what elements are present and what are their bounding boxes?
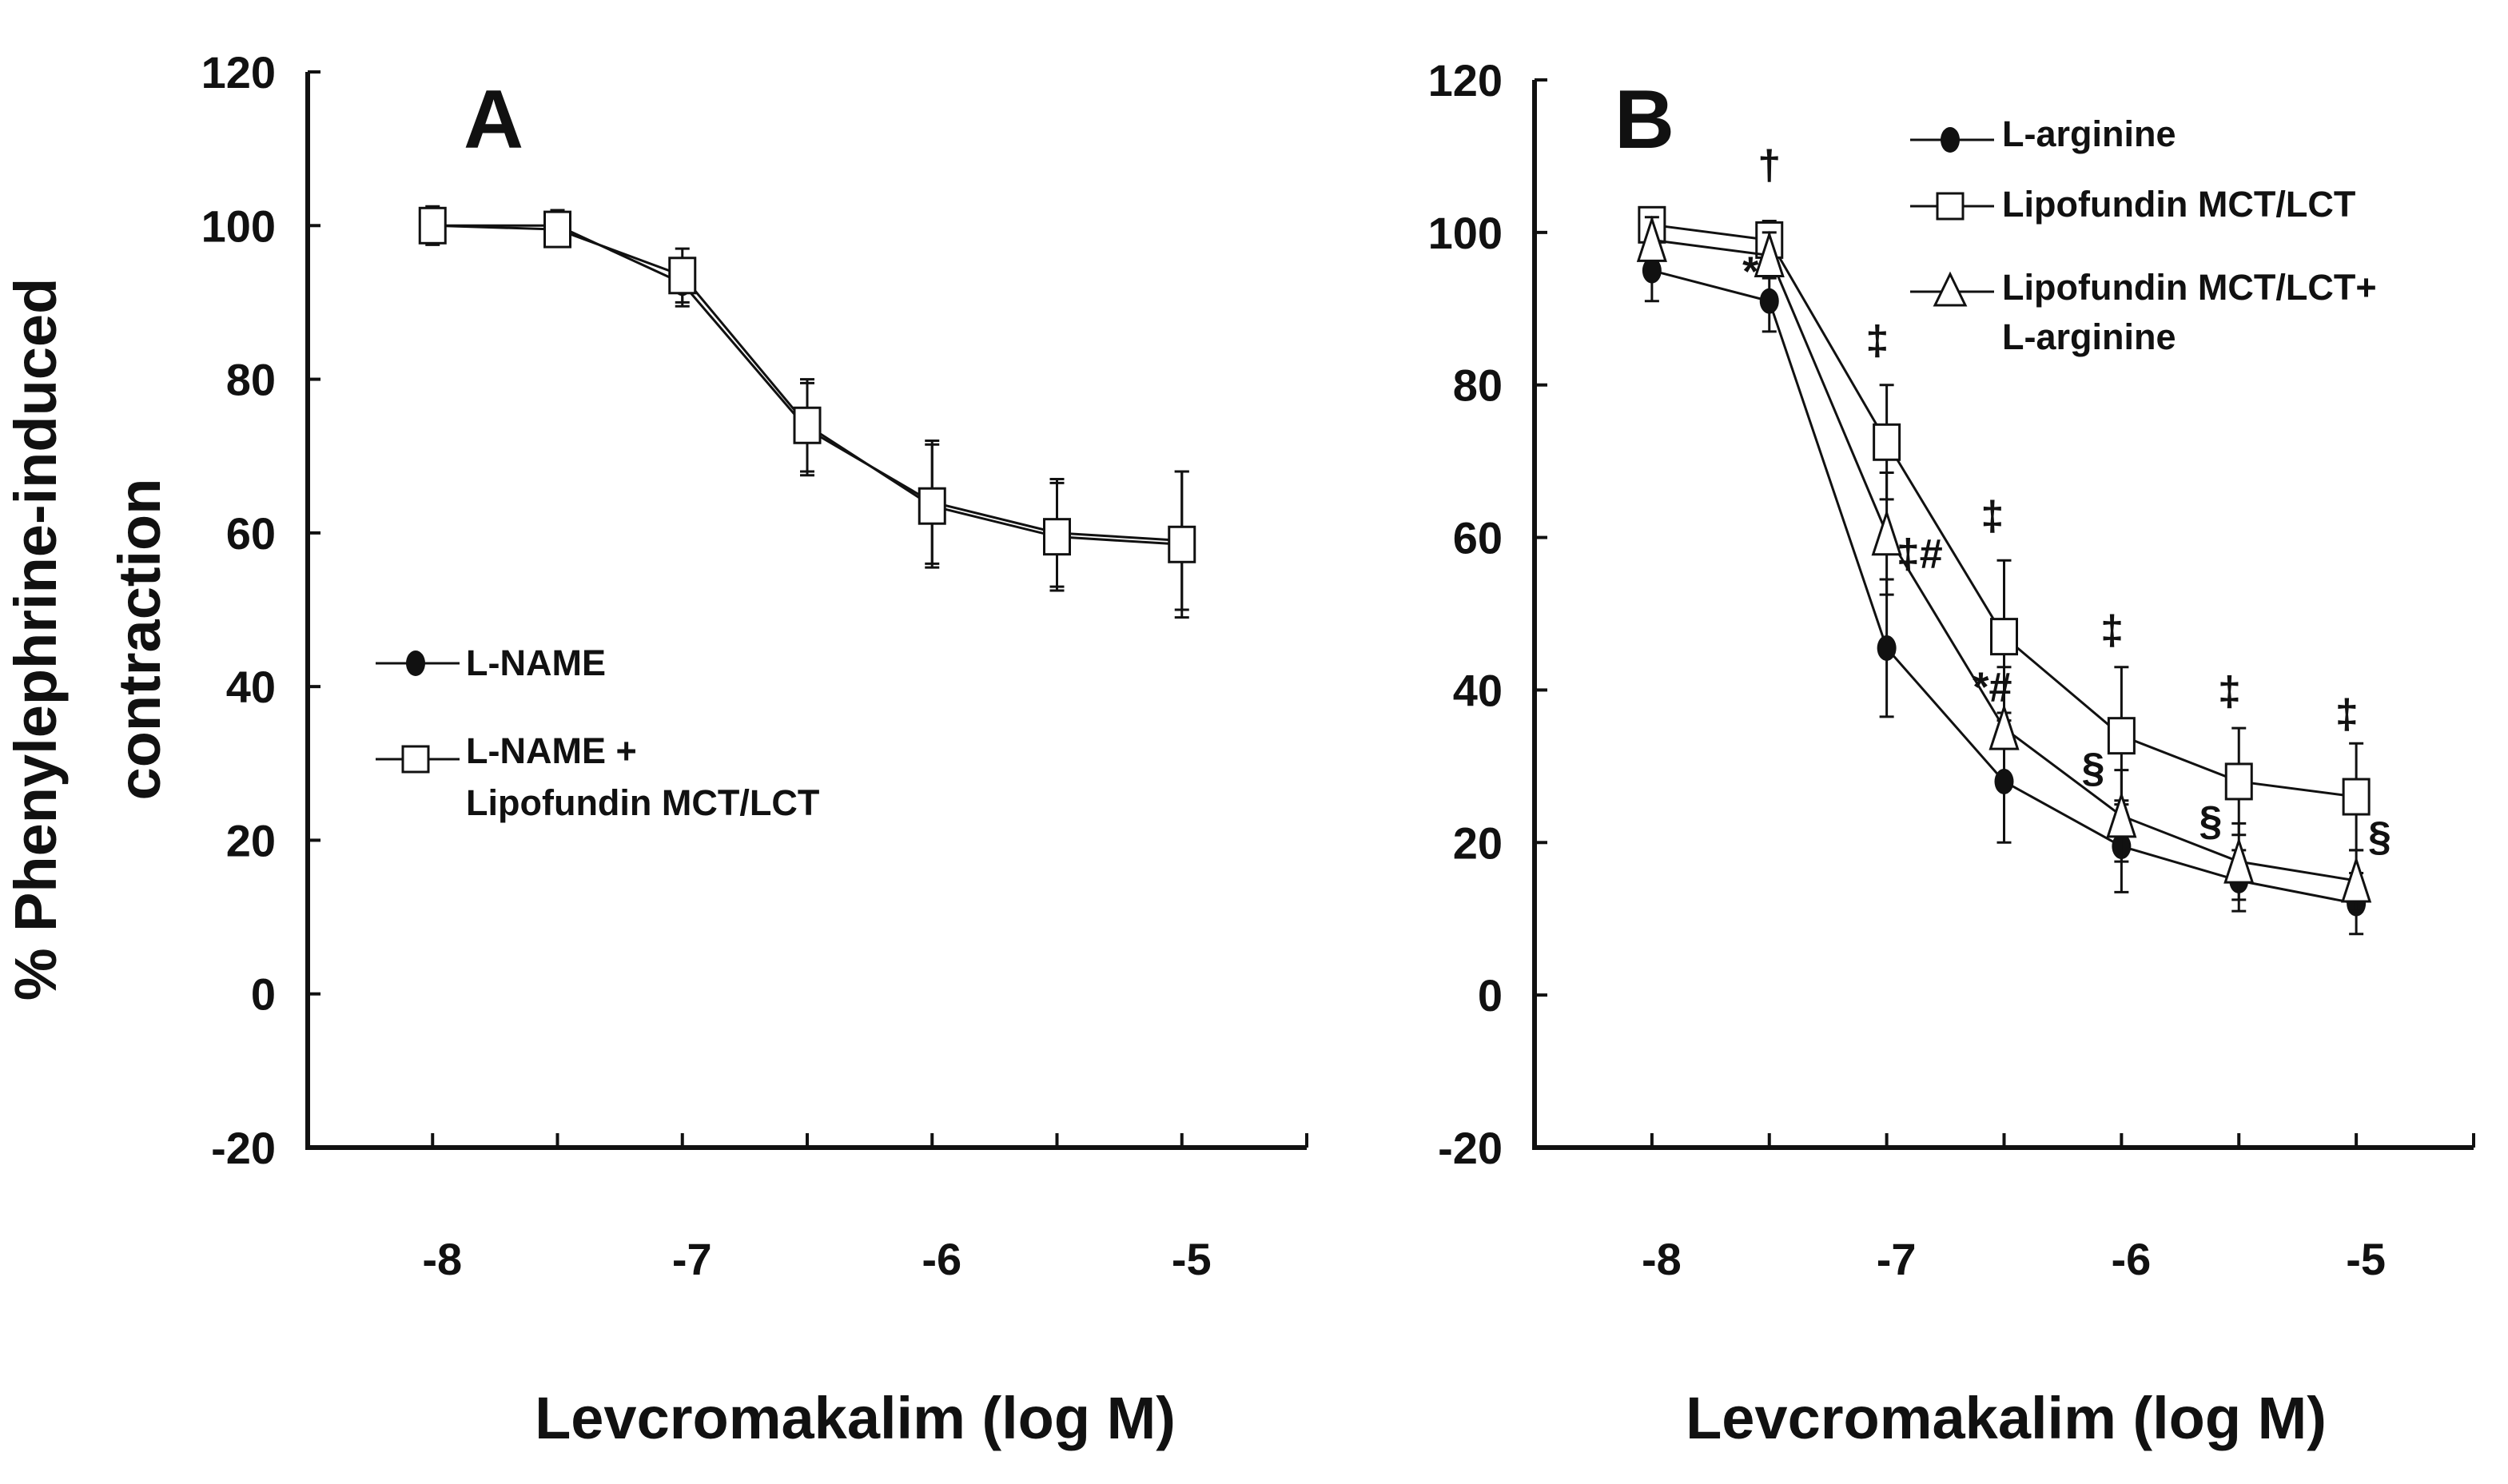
legend-label-l-name-lipofundin-1: L-NAME + (466, 730, 637, 771)
panel-b-x-axis-label: Levcromakalim (log M) (1686, 1385, 2327, 1451)
panel-a-label: A (464, 74, 523, 166)
panel-a-series-1-point (793, 406, 822, 444)
legend-label-l-name: L-NAME (466, 643, 606, 683)
panel-a-x-axis-label: Levcromakalim (log M) (535, 1385, 1176, 1451)
legend-label-lipofundin: Lipofundin MCT/LCT (2002, 184, 2355, 225)
panel-b-annotation: § (2082, 745, 2105, 791)
panel-a: A Levcromakalim (log M) L-NAME L-NAME + … (201, 47, 1308, 1451)
panel-b: B Levcromakalim (log M) L-arginine Lipof… (1428, 55, 2475, 1451)
panel-a-series-1 (418, 205, 1196, 619)
panel-b-series-2 (1636, 215, 2372, 913)
y-axis-label-line1: % Phenylephrine-induced (2, 278, 69, 1001)
panel-b-y-tick-label: -20 (1438, 1123, 1503, 1173)
legend-marker-l-arginine (1941, 127, 1960, 153)
panel-b-y-tick-label: 60 (1453, 513, 1503, 563)
panel-b-annotation: ‡# (1897, 531, 1943, 578)
panel-b-x-tick-label: -7 (1877, 1234, 1917, 1284)
panel-a-series-1-point (1043, 518, 1071, 556)
panel-a-y-tick-label: 120 (201, 47, 276, 97)
panel-a-x-tick-label: -8 (422, 1234, 462, 1284)
panel-a-y-tick-label: 80 (226, 355, 276, 405)
panel-b-series-0-point (1642, 257, 1662, 284)
y-axis-label-line2: contraction (106, 479, 173, 801)
panel-b-series-1-point (2342, 778, 2371, 816)
legend-marker-lipofundin (1936, 192, 1965, 221)
panel-b-series-1-point (2224, 762, 2253, 801)
legend-label-lipofundin-l-arginine-1: Lipofundin MCT/LCT+ (2002, 267, 2377, 308)
panel-b-annotation: ‡ (2335, 691, 2359, 738)
panel-b-y-tick-label: 80 (1453, 360, 1503, 411)
panel-b-y-tick-label: 40 (1453, 665, 1503, 715)
panel-b-x-tick-label: -8 (1642, 1234, 1682, 1284)
panel-b-annotation: ‡ (1981, 493, 2004, 539)
panel-b-series-2-point (1754, 230, 1785, 277)
panel-b-annotation: ‡ (1865, 318, 1889, 364)
panel-b-series-0-point (1759, 288, 1779, 314)
panel-b-series-2-point (1636, 215, 1667, 262)
panel-b-label: B (1614, 74, 1674, 166)
panel-b-series-1-point (1990, 618, 2018, 656)
legend-marker-lipofundin-l-arginine (1933, 271, 1968, 307)
panel-b-annotation: § (2199, 798, 2223, 845)
panel-b-y-tick-label: 120 (1428, 55, 1503, 105)
panel-a-series-1-point (918, 487, 946, 525)
panel-a-x-tick-label: -5 (1172, 1234, 1212, 1284)
panel-b-x-tick-label: -5 (2346, 1234, 2386, 1284)
panel-a-y-tick-label: 100 (201, 201, 276, 251)
panel-a-series-1-point (543, 210, 571, 249)
panel-b-annotation: § (2368, 814, 2391, 860)
panel-a-series-1-point (668, 257, 697, 295)
panel-a-series-1-point (418, 206, 447, 245)
panel-b-annotation: ‡ (2218, 669, 2241, 715)
panel-a-legend: L-NAME L-NAME + Lipofundin MCT/LCT (376, 643, 819, 823)
panel-b-y-tick-label: 20 (1453, 818, 1503, 868)
legend-marker-l-name (406, 650, 425, 676)
legend-marker-l-name-lipofundin (401, 745, 430, 774)
panel-b-annotation: *# (1973, 665, 2012, 711)
panel-b-series-2-point (1871, 508, 1902, 556)
panel-a-y-tick-label: 40 (226, 662, 276, 712)
panel-b-annotation: ‡ (2100, 607, 2124, 654)
panel-b-series-1-point (2107, 717, 2136, 755)
panel-b-x-tick-label: -6 (2111, 1234, 2151, 1284)
panel-a-y-tick-label: 0 (251, 969, 276, 1020)
panel-b-series-2-point (2106, 791, 2137, 838)
panel-a-x-tick-label: -6 (922, 1234, 961, 1284)
panel-a-series-1-point (1168, 525, 1196, 563)
panel-b-series-2-point (2341, 856, 2372, 903)
legend-label-l-arginine: L-arginine (2002, 113, 2176, 154)
panel-b-annotation: * (1742, 249, 1759, 296)
panel-b-series-0-point (1877, 635, 1897, 661)
panel-a-y-tick-label: -20 (211, 1123, 276, 1173)
panel-b-series-1-point (1873, 423, 1901, 461)
panel-a-y-tick-label: 20 (226, 815, 276, 865)
panel-a-y-tick-label: 60 (226, 508, 276, 559)
panel-b-series-2-point (2223, 837, 2255, 884)
panel-b-series-2-point (1988, 703, 2020, 750)
panel-b-legend: L-arginine Lipofundin MCT/LCT Lipofundin… (1910, 113, 2377, 357)
legend-label-l-name-lipofundin-2: Lipofundin MCT/LCT (466, 782, 819, 823)
legend-label-lipofundin-l-arginine-2: L-arginine (2002, 316, 2176, 357)
panel-a-x-tick-label: -7 (672, 1234, 712, 1284)
panel-b-annotation: † (1758, 142, 1781, 189)
panel-b-y-tick-label: 0 (1478, 970, 1503, 1020)
panel-b-y-tick-label: 100 (1428, 208, 1503, 258)
